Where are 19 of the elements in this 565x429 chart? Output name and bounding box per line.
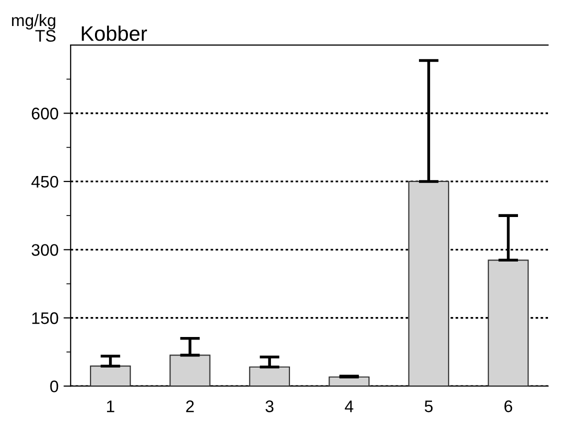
x-tick-label: 5 [424,400,433,412]
y-tick-label: 0 [50,380,58,392]
y-axis-title: mg/kg TS [12,14,56,42]
bar [488,260,529,386]
x-tick-label: 4 [344,400,354,412]
bar [90,366,131,386]
x-tick-label: 2 [186,400,194,412]
x-tick-label: 1 [107,400,114,412]
bar [249,366,290,386]
x-tick-label: 6 [504,400,512,412]
bar [328,376,370,386]
y-tick-label: 150 [32,312,58,324]
chart-title: Kobber [82,26,148,41]
bar [408,180,450,386]
y-tick-label: 450 [31,176,58,188]
bar [170,354,210,386]
y-tick-label: 300 [32,244,58,256]
y-tick-label: 600 [32,108,58,120]
x-tick-label: 3 [266,400,274,412]
